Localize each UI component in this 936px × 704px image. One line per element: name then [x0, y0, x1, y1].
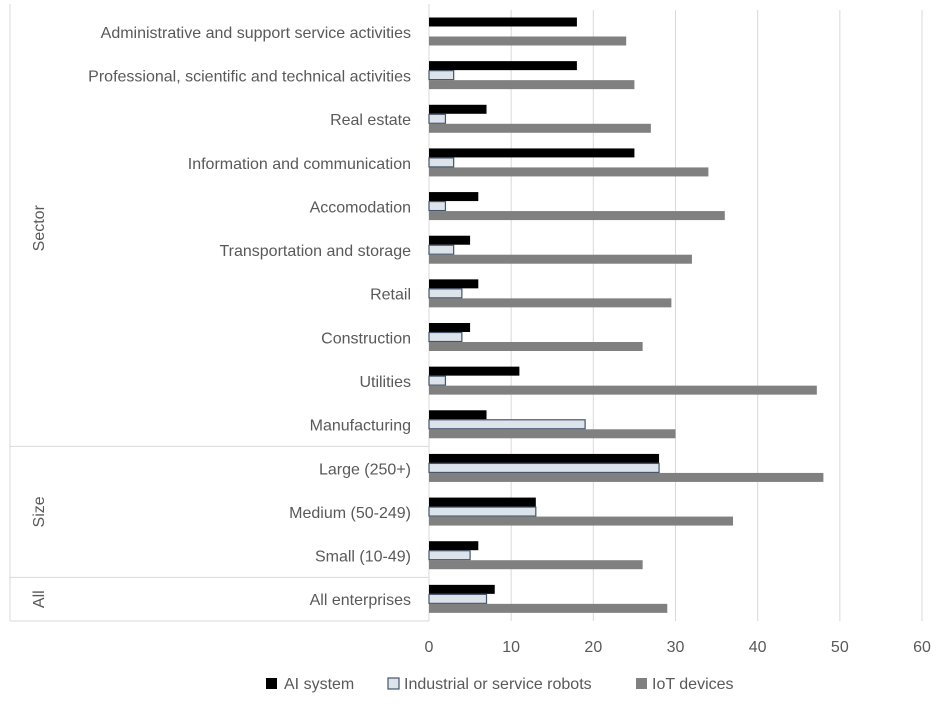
- legend: AI system Industrial or service robots IoT…: [266, 676, 734, 693]
- legend-swatch: [266, 678, 277, 689]
- bar-iot-devices: [429, 123, 651, 133]
- group-label: Sector: [31, 204, 48, 251]
- category-label: Administrative and support service activ…: [101, 25, 411, 42]
- category-label: Retail: [370, 287, 411, 304]
- category-label: Professional, scientific and technical a…: [88, 68, 411, 85]
- bar-ai-system: [429, 323, 471, 332]
- legend-label: AI system: [284, 676, 354, 693]
- bar-iot-devices: [429, 167, 709, 177]
- category-frame: [9, 4, 430, 622]
- bar-ai-system: [429, 192, 479, 202]
- group-label: All: [31, 590, 48, 608]
- bar-iot-devices: [429, 254, 692, 264]
- bar-iot-devices: [429, 472, 824, 482]
- category-label: Small (10-49): [315, 549, 411, 566]
- bar-industrial-or-service-robots: [428, 200, 447, 212]
- category-label: Information and communication: [188, 156, 411, 173]
- bar-ai-system: [429, 366, 520, 376]
- category-label: Construction: [321, 330, 411, 347]
- bar-ai-system: [429, 235, 471, 245]
- x-tick-label: 60: [913, 639, 931, 656]
- category-label: Transportation and storage: [219, 243, 411, 260]
- x-tick-label: 50: [831, 639, 849, 656]
- category-label: Manufacturing: [310, 418, 411, 435]
- legend-swatch: [636, 678, 647, 689]
- category-label: Large (250+): [319, 461, 411, 478]
- bar-industrial-or-service-robots: [428, 419, 586, 430]
- group-label: Size: [31, 496, 48, 527]
- category-label: Utilities: [359, 374, 411, 391]
- bar-industrial-or-service-robots: [428, 375, 447, 386]
- x-tick-label: 40: [749, 639, 767, 656]
- x-tick-label: 20: [584, 639, 602, 656]
- category-label: All enterprises: [310, 592, 411, 609]
- bar-industrial-or-service-robots: [428, 550, 471, 561]
- bar-ai-system: [429, 584, 495, 594]
- category-label: Accomodation: [310, 199, 411, 216]
- bar-industrial-or-service-robots: [428, 331, 463, 343]
- bar-ai-system: [429, 148, 635, 158]
- bar-ai-system: [429, 497, 536, 507]
- bar-industrial-or-service-robots: [428, 593, 488, 604]
- category-label: Medium (50-249): [289, 505, 411, 522]
- bar-iot-devices: [429, 429, 676, 439]
- bar-iot-devices: [429, 516, 734, 526]
- bar-iot-devices: [429, 211, 725, 221]
- bar-industrial-or-service-robots: [428, 244, 455, 255]
- bar-iot-devices: [429, 80, 635, 90]
- bar-ai-system: [429, 61, 577, 71]
- legend-label: IoT devices: [652, 676, 734, 693]
- bar-ai-system: [429, 410, 487, 420]
- bar-iot-devices: [429, 560, 643, 570]
- bar-industrial-or-service-robots: [428, 506, 537, 517]
- bar-iot-devices: [429, 603, 668, 613]
- x-tick-label: 30: [667, 639, 685, 656]
- bar-ai-system: [429, 104, 487, 114]
- bar-industrial-or-service-robots: [428, 288, 463, 299]
- bars: [428, 17, 824, 613]
- legend-label: Industrial or service robots: [404, 676, 592, 693]
- bar-industrial-or-service-robots: [428, 462, 660, 474]
- bar-ai-system: [429, 17, 577, 27]
- bar-ai-system: [429, 279, 479, 289]
- category-labels: Administrative and support service activ…: [88, 25, 411, 609]
- bar-iot-devices: [429, 298, 672, 308]
- category-label: Real estate: [330, 112, 411, 129]
- bar-industrial-or-service-robots: [428, 113, 447, 124]
- bar-iot-devices: [429, 385, 817, 395]
- group-labels: Sector Size All: [31, 204, 48, 608]
- bar-ai-system: [429, 453, 660, 463]
- bar-industrial-or-service-robots: [428, 70, 455, 81]
- bar-industrial-or-service-robots: [428, 157, 455, 168]
- bar-iot-devices: [429, 36, 627, 46]
- x-tick-label: 10: [502, 639, 520, 656]
- x-axis-ticks: 0 10 20 30 40 50 60: [425, 639, 931, 656]
- bar-ai-system: [429, 541, 479, 551]
- legend-swatch: [387, 677, 400, 690]
- gridlines: [510, 10, 923, 621]
- x-tick-label: 0: [425, 639, 434, 656]
- bar-iot-devices: [429, 342, 643, 351]
